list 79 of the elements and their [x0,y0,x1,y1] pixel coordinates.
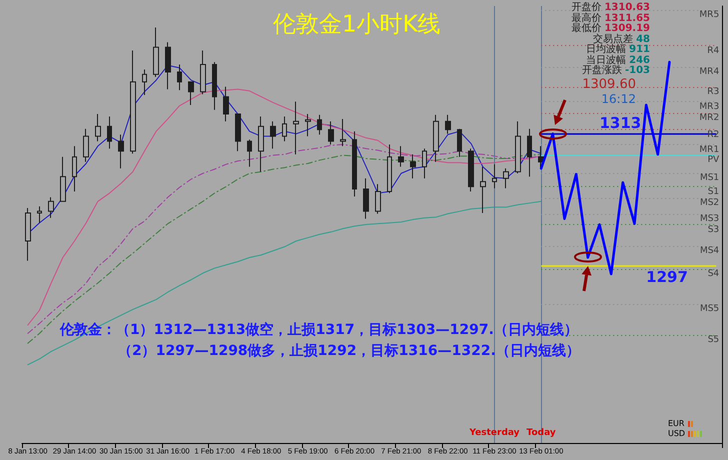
ref-line-label: S5 [708,334,720,345]
ref-line-label: MS4 [700,246,720,256]
annotation: 交易点差 48 [592,34,650,44]
candlestick [305,114,311,137]
candlestick [60,156,66,202]
candlestick [118,134,124,169]
candlestick [270,120,276,150]
annotation: USD [668,429,686,438]
ref-line-label: MR1 [699,144,720,155]
candlestick [48,196,54,218]
annotation: 当日波幅 246 [586,54,650,66]
candlestick [398,146,404,168]
annotation: 开盘价 1310.63 [571,2,650,13]
annotation: 最高价 1311.65 [571,12,650,24]
ref-line-label: R4 [707,46,720,56]
candlestick [37,206,42,224]
candlestick [188,81,194,106]
candlestick [492,164,497,189]
annotation: 日均波幅 911 [586,44,650,55]
candlestick [340,118,346,147]
candlestick [223,86,229,122]
ref-line-label: Today [526,428,556,438]
candlestick [293,101,299,155]
ref-line-label: MS1 [700,173,720,184]
ref-line-label: MS5 [700,304,720,314]
candlestick [527,128,532,178]
ref-line-label: MR5 [699,10,720,20]
candlestick [538,146,544,169]
candlestick [25,208,31,262]
ref-line-label: S1 [708,186,720,197]
ref-line-label: S3 [708,224,720,234]
ref-line-label: S4 [708,269,720,280]
candlestick [282,116,287,142]
candlestick [130,50,136,154]
ref-line-label: R3 [707,86,720,97]
candlestick [72,146,77,192]
annotation: 16:12 [601,92,636,106]
candlestick [200,50,206,95]
candlestick [457,128,462,158]
ref-line-label: 1297 [646,268,688,286]
candlestick [258,116,264,172]
candlestick [247,139,252,168]
candlestick [212,62,217,110]
candlestick [468,148,474,192]
candlestick [352,130,357,197]
ref-line-label: Yesterday [469,428,520,438]
candlestick [375,184,381,214]
ref-line-label: MS3 [700,214,720,224]
candlestick [235,114,241,152]
ref-line-label: MR3 [699,102,720,112]
candlestick [153,26,159,78]
candlestick [410,154,416,179]
candlestick [142,68,147,96]
candlestick [503,168,509,189]
chart-title: 伦敦金1小时K线 [273,12,441,38]
annotation: 最低价 1309.19 [571,23,650,34]
candlestick [445,114,451,134]
candlestick [433,114,439,162]
candlestick [328,120,334,146]
candlestick [480,166,486,214]
ref-line-label: MS2 [700,198,720,208]
ref-line-label: MR2 [699,113,720,124]
candlestick [107,116,112,150]
annotation: 1309.60 [582,77,636,92]
annotation: EUR [668,419,684,428]
ref-line-label: MR4 [699,67,720,77]
candlestick [422,148,427,179]
annotation: （2）1297—1298做多，止损1292，目标1316—1322.（日内短线） [118,343,580,359]
candlestick [95,114,101,142]
candlestick [177,64,182,91]
candlestick [165,42,171,90]
annotation: 开盘涨跌 -103 [582,65,650,76]
candlestick [317,114,322,136]
ref-line-label: 1313 [600,114,642,132]
candlestick [515,120,521,174]
candlestick [363,178,369,220]
candlestick [387,144,392,194]
ref-line-label: PV [708,155,720,166]
candlestick [83,128,89,162]
